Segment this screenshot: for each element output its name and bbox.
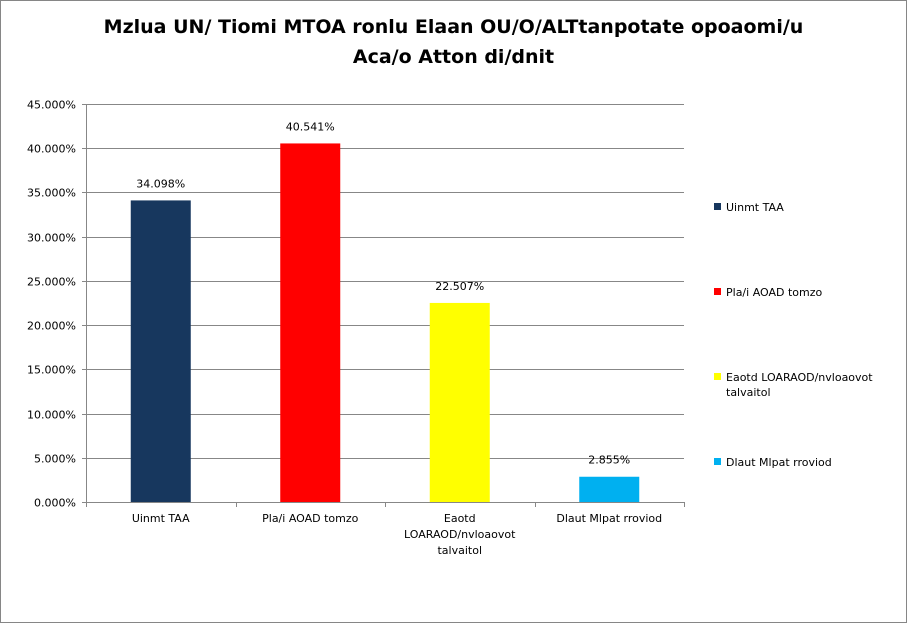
legend-label: Dlaut Mlpat rroviod [726, 455, 894, 470]
legend-swatch [714, 458, 721, 465]
x-tick-label: Pla/i AOAD tomzo [262, 512, 359, 525]
y-tick-label: 40.000% [27, 143, 76, 156]
y-tick-label: 20.000% [27, 320, 76, 333]
legend-label: Eaotd LOARAOD/nvloaovot talvaitol [726, 370, 894, 400]
x-tick-label: Eaotd [444, 512, 476, 525]
y-tick-label: 30.000% [27, 232, 76, 245]
legend-label-line: Uinmt TAA [726, 201, 784, 214]
bar [579, 476, 640, 502]
legend-label-line: Eaotd LOARAOD/nvloaovot [726, 371, 873, 384]
y-tick-label: 15.000% [27, 364, 76, 377]
legend-swatch [714, 373, 721, 380]
bar [280, 143, 341, 502]
legend-label: Pla/i AOAD tomzo [726, 285, 894, 300]
y-tick-label: 35.000% [27, 187, 76, 200]
legend-swatch [714, 288, 721, 295]
legend-swatch [714, 203, 721, 210]
x-tick-label: Uinmt TAA [132, 512, 190, 525]
legend-label: Uinmt TAA [726, 200, 894, 215]
chart-title-line-2: Aca/o Atton di/dnit [352, 46, 555, 68]
x-tick-label: LOARAOD/nvloaovot [404, 528, 516, 541]
x-tick-label: Dlaut Mlpat rroviod [556, 512, 662, 525]
bar [130, 200, 191, 503]
legend-label-line: talvaitol [726, 386, 771, 399]
data-label: 22.507% [435, 280, 484, 293]
y-tick-label: 10.000% [27, 409, 76, 422]
y-tick-label: 25.000% [27, 276, 76, 289]
data-label: 40.541% [286, 120, 335, 133]
y-tick-label: 5.000% [34, 453, 76, 466]
y-tick-label: 0.000% [34, 497, 76, 510]
legend-label-line: Dlaut Mlpat rroviod [726, 456, 832, 469]
legend-label-line: Pla/i AOAD tomzo [726, 286, 823, 299]
data-label: 34.098% [136, 177, 185, 190]
x-tick-label: talvaitol [437, 544, 482, 557]
y-tick-label: 45.000% [27, 99, 76, 112]
chart-title: Mzlua UN/ Tiomi MTOA ronlu Elaan OU/O/AL… [40, 12, 867, 72]
bar [429, 302, 490, 502]
data-label: 2.855% [588, 454, 630, 467]
chart-title-line-1: Mzlua UN/ Tiomi MTOA ronlu Elaan OU/O/AL… [103, 16, 804, 38]
